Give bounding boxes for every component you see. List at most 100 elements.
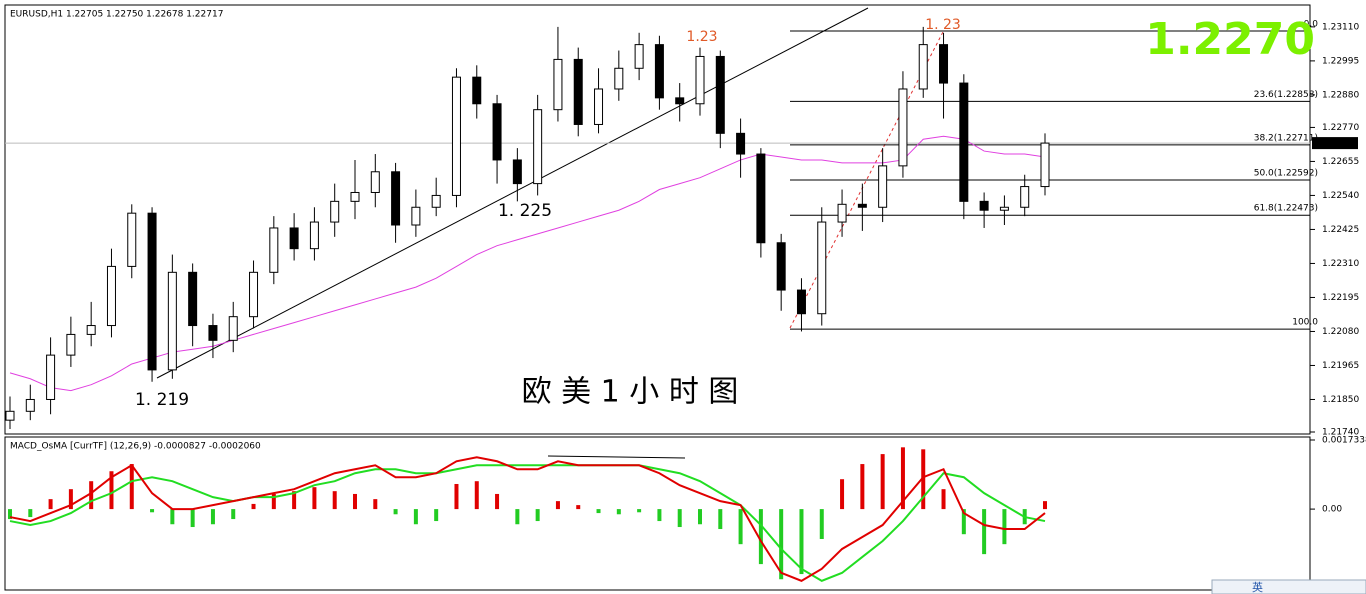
candle-body [5, 410, 15, 421]
osma-bar [68, 489, 73, 510]
osma-bar [413, 509, 418, 525]
current-price-box [1312, 137, 1358, 150]
candle-body [959, 82, 969, 202]
osma-bar [779, 509, 784, 580]
y-tick-label: 1.22770 [1322, 123, 1359, 133]
osma-bar [698, 509, 702, 525]
candle-body [634, 44, 644, 69]
fib-label: 38.2(1.22711) [1254, 133, 1318, 143]
moving-average [9, 135, 1046, 392]
osma-bar [474, 481, 479, 510]
macd-panel [4, 436, 1311, 591]
osma-bar [535, 509, 540, 522]
osma-bar [373, 499, 378, 510]
candle-body [715, 55, 725, 134]
candle-body [147, 212, 157, 371]
candle-body [736, 132, 746, 155]
y-tick-label: 1.22080 [1322, 327, 1359, 337]
osma-bar [921, 449, 926, 510]
candle-body [370, 171, 380, 193]
ime-language[interactable]: 英 [1252, 580, 1263, 594]
osma-bar [48, 499, 53, 510]
osma-bar [231, 509, 236, 520]
candle-body [756, 153, 766, 244]
fib-label: 100.0 [1292, 318, 1318, 328]
candle-body [573, 58, 583, 125]
osma-bar [434, 509, 439, 522]
osma-bar [190, 509, 195, 528]
candle-body [533, 109, 543, 185]
y-tick-label: 1.21850 [1322, 395, 1359, 405]
candle-body [796, 289, 806, 315]
candle-body [553, 58, 563, 111]
candle-body [492, 103, 502, 161]
candle-body [979, 200, 989, 211]
candle-body [837, 203, 847, 223]
candle-body [918, 44, 928, 90]
osma-bar [1002, 509, 1007, 545]
candle-body [228, 316, 238, 341]
osma-bar [900, 447, 905, 510]
y-tick-label: 1.22995 [1322, 56, 1359, 66]
current-price-label: 1.22717 [1316, 139, 1353, 149]
fib-label: 0.0 [1304, 20, 1319, 30]
osma-bar [393, 509, 398, 515]
annotation: 1. 225 [498, 201, 552, 221]
y-tick-label: 0.00 [1322, 505, 1342, 515]
annotation: 1. 23 [925, 17, 961, 33]
ime-bar[interactable] [1211, 579, 1366, 594]
candle-body [431, 194, 441, 208]
osma-bar [941, 489, 946, 510]
osma-bar [819, 509, 824, 539]
candle-body [249, 271, 259, 318]
osma-bar [738, 509, 743, 545]
candle-body [167, 271, 177, 371]
signal-line [9, 464, 1046, 582]
osma-bar [454, 483, 459, 510]
y-tick-label: 1.23110 [1322, 22, 1359, 32]
osma-bar [961, 509, 966, 535]
osma-bar [982, 509, 987, 555]
osma-bar [657, 509, 662, 522]
y-tick-label: 1.22310 [1322, 259, 1359, 269]
candle-body [512, 159, 522, 185]
candle-body [1040, 142, 1050, 188]
candle-body [472, 76, 482, 105]
fib-label: 50.0(1.22592) [1254, 169, 1318, 179]
annotation: 1.23 [686, 29, 717, 45]
osma-bar [129, 464, 134, 510]
fib-label: 61.8(1.22473) [1254, 204, 1318, 214]
candle-body [188, 271, 198, 327]
candle-body [411, 206, 421, 226]
candle-body [857, 203, 867, 208]
y-tick-label: 1.22880 [1322, 90, 1359, 100]
osma-bar [515, 509, 520, 525]
y-tick-label: 1.22655 [1322, 157, 1359, 167]
osma-bar [637, 509, 642, 513]
osma-bar [555, 501, 560, 510]
osma-bar [880, 454, 885, 510]
y-tick-label: 1.22540 [1322, 191, 1359, 201]
candle-body [269, 227, 279, 273]
osma-bar [616, 509, 621, 515]
osma-bar [28, 509, 33, 518]
candle-body [898, 88, 908, 167]
trend-line [156, 7, 869, 379]
osma-bar [353, 493, 357, 510]
y-tick-label: 1.21740 [1322, 428, 1359, 438]
candle-body [614, 67, 624, 90]
candle-body [594, 88, 604, 125]
y-tick-label: 0.0017338 [1322, 436, 1366, 446]
watermark: 1.2270 [1145, 14, 1315, 65]
drawn-line [547, 455, 686, 459]
osma-bar [758, 509, 763, 565]
osma-bar [251, 503, 256, 510]
candle-body [1020, 186, 1030, 208]
osma-bar [576, 505, 581, 510]
candle-body [391, 171, 401, 226]
candle-body [309, 221, 319, 250]
osma-bar [312, 487, 317, 510]
osma-bar [89, 481, 94, 510]
candle-body [208, 325, 218, 341]
candle-body [289, 227, 299, 250]
